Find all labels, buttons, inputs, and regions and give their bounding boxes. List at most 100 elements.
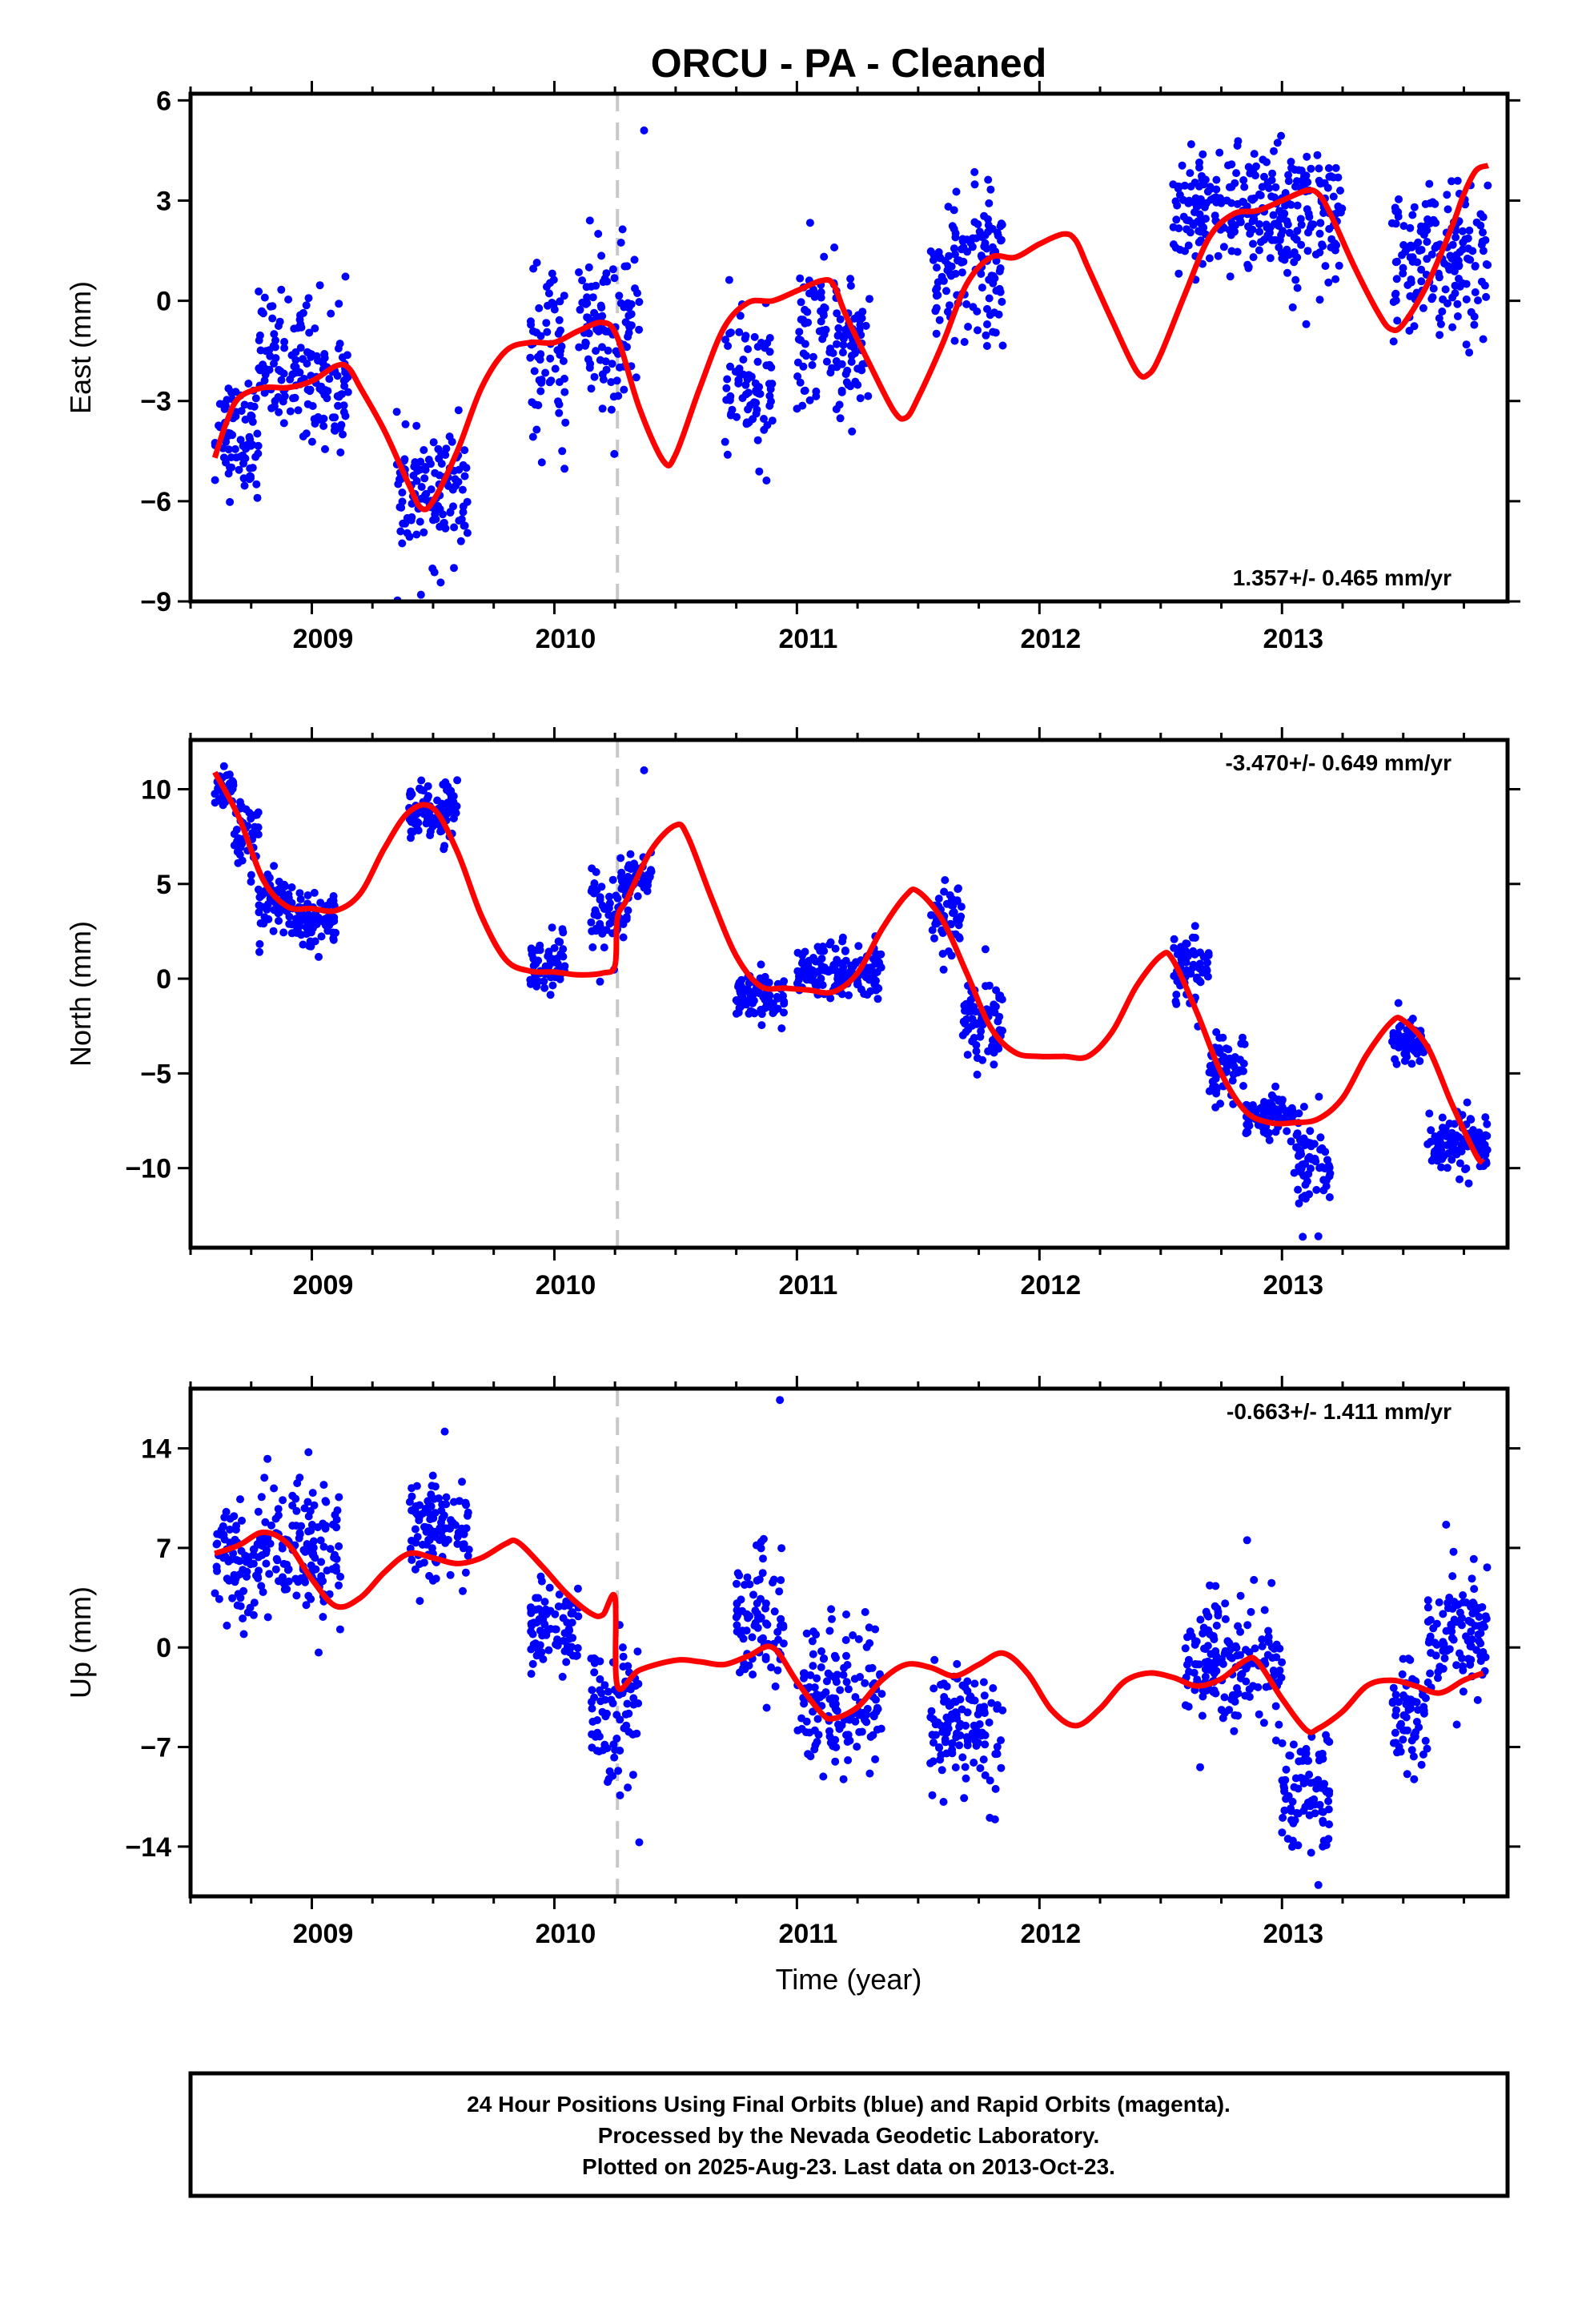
data-point [304, 294, 313, 303]
data-point [1484, 181, 1492, 190]
data-point [245, 808, 254, 817]
data-point [1475, 1613, 1484, 1621]
data-point [254, 885, 263, 894]
data-point [989, 1684, 998, 1692]
data-point [560, 464, 569, 473]
data-point [1479, 247, 1488, 255]
data-point [595, 1732, 604, 1741]
data-point [743, 1573, 752, 1582]
data-point [801, 305, 809, 314]
data-point [1307, 1779, 1315, 1787]
data-point [1267, 1578, 1276, 1587]
data-point [255, 1566, 263, 1575]
data-point [953, 916, 962, 924]
data-point [981, 1740, 990, 1749]
data-point [753, 357, 762, 366]
data-point [1255, 1104, 1264, 1113]
data-point [623, 343, 631, 352]
data-point [767, 363, 776, 372]
data-point [865, 1623, 873, 1632]
data-point [808, 360, 817, 369]
data-point [593, 1716, 601, 1724]
data-point [339, 430, 347, 439]
data-point [952, 1711, 961, 1719]
data-point [1393, 316, 1402, 325]
data-point [553, 1635, 561, 1644]
data-point [336, 1572, 345, 1581]
data-point [1477, 1148, 1486, 1156]
data-point [960, 1001, 969, 1010]
data-point [1236, 1651, 1245, 1659]
data-point [587, 384, 596, 393]
data-point [1315, 1164, 1324, 1172]
data-point [777, 1576, 785, 1585]
data-point [456, 537, 465, 545]
data-point [255, 908, 263, 917]
data-points [211, 762, 1492, 1241]
data-point [334, 401, 343, 410]
data-point [242, 1558, 251, 1566]
data-point [270, 402, 279, 411]
data-point [927, 911, 935, 919]
data-point [1206, 183, 1215, 191]
data-point [452, 802, 461, 810]
data-point [862, 1711, 871, 1719]
data-point [329, 896, 338, 905]
data-point [1306, 1127, 1315, 1136]
data-point [428, 1576, 437, 1585]
data-point [1325, 1193, 1334, 1201]
data-point [801, 340, 809, 348]
data-point [537, 1577, 546, 1586]
data-point [559, 1637, 568, 1645]
data-point [1290, 1783, 1299, 1791]
data-point [616, 1791, 624, 1799]
data-point [274, 392, 283, 401]
data-point [1429, 284, 1438, 293]
data-point [1324, 1797, 1333, 1806]
data-point [1255, 227, 1264, 236]
data-point [733, 1599, 741, 1608]
data-point [452, 809, 460, 818]
data-point [1203, 1686, 1211, 1695]
data-point [1444, 1149, 1453, 1158]
data-point [797, 298, 805, 307]
data-point [1325, 1790, 1334, 1799]
data-point [311, 324, 319, 333]
data-point [758, 1569, 767, 1578]
data-point [328, 413, 337, 422]
data-point-outlier [1314, 1232, 1323, 1240]
data-point [440, 1427, 449, 1436]
data-point [277, 376, 286, 384]
data-point [459, 1586, 467, 1595]
data-point [1462, 340, 1471, 349]
data-point [598, 343, 606, 352]
data-point [944, 203, 953, 211]
data-point [1186, 140, 1195, 149]
data-point [763, 1620, 772, 1629]
data-point-outlier [776, 1396, 785, 1405]
data-point [454, 406, 463, 415]
data-point [954, 256, 962, 265]
data-point [872, 1695, 880, 1704]
data-point [1269, 211, 1278, 219]
data-point [614, 1767, 623, 1775]
footer-line-3: Plotted on 2025-Aug-23. Last data on 201… [582, 2154, 1115, 2179]
data-point [832, 1743, 841, 1751]
data-point [1292, 1808, 1301, 1817]
data-point [215, 1594, 223, 1603]
data-point [809, 1650, 817, 1659]
data-point [397, 503, 406, 512]
y-tick-label: 10 [141, 775, 171, 806]
data-point [854, 1634, 863, 1643]
data-point [288, 1502, 297, 1510]
data-point [413, 467, 422, 475]
data-point [836, 414, 845, 423]
data-point [608, 875, 617, 884]
data-point [1467, 1627, 1476, 1636]
data-point [596, 301, 605, 310]
data-point [459, 508, 468, 517]
data-point [1391, 1728, 1399, 1737]
data-point [258, 1542, 267, 1550]
data-point [259, 1588, 267, 1596]
data-point [279, 928, 288, 937]
